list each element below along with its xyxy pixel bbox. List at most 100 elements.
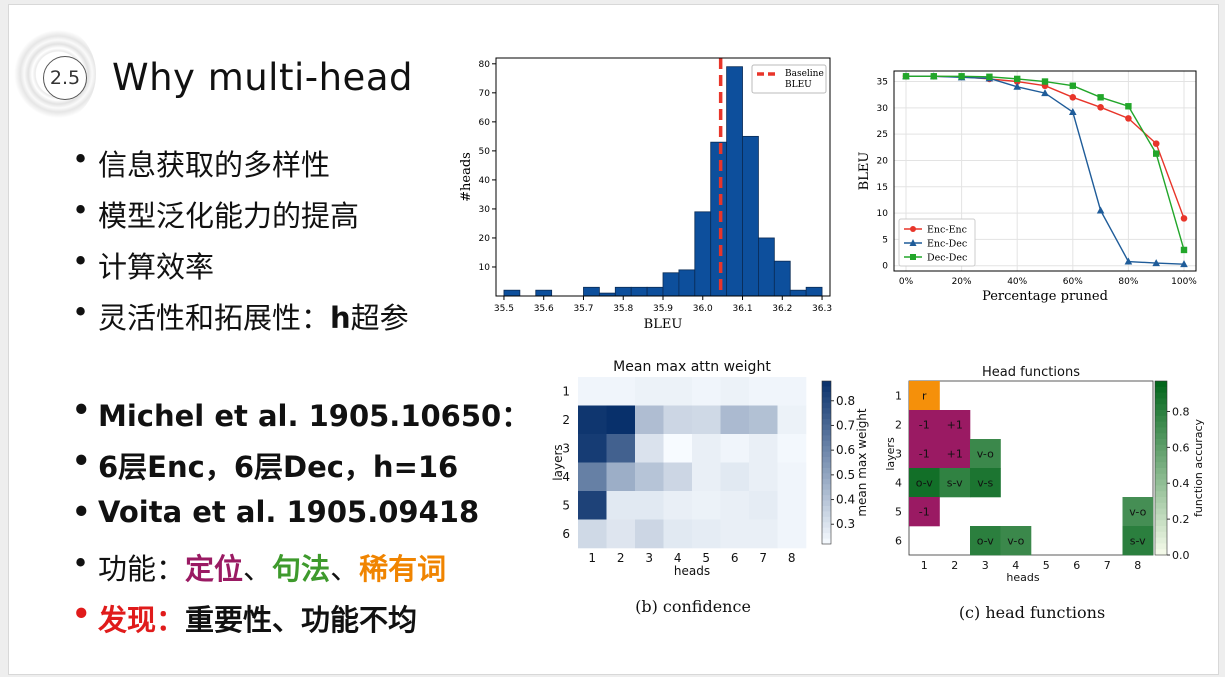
x-tick-label-0: 0% — [899, 277, 914, 287]
func-cell-4-2 — [939, 468, 971, 498]
legend-marker-Enc-Enc — [910, 226, 916, 232]
conf-cell-1-3 — [635, 377, 664, 406]
conf-cell-6-8 — [777, 519, 807, 549]
legend-label-Enc-Dec: Enc-Dec — [927, 239, 967, 250]
x-tick-label-0: 35.5 — [494, 304, 514, 314]
legend-label-line1: Baseline — [785, 69, 824, 79]
func-heatmap-title: Head functions — [982, 365, 1080, 380]
papers-bullet-list: Michel et al. 1905.10650： 6层Enc，6层Dec，h=… — [72, 393, 530, 648]
histogram-bar-7 — [662, 272, 680, 297]
func-cb-tick-1: 0.2 — [1172, 513, 1190, 526]
conf-cell-4-4 — [663, 462, 693, 492]
conf-colorbar-step-8 — [822, 424, 831, 431]
point-Enc-Dec-8 — [1124, 257, 1133, 265]
histogram-bar-4 — [614, 286, 632, 297]
func-cell-5-8 — [1122, 497, 1154, 527]
conf-x-tick-5: 5 — [702, 551, 710, 565]
bullet-finding: 发现：重要性、功能不均 — [72, 597, 530, 648]
conf-cb-tick-5: 0.8 — [836, 394, 855, 408]
point-Dec-Dec-4 — [1014, 75, 1021, 83]
func-cell-6-8 — [1122, 526, 1154, 556]
histogram-bar-1 — [535, 289, 553, 297]
func-cell-6-3 — [970, 526, 1001, 556]
func-colorbar-step-22 — [1155, 508, 1167, 515]
y-tick-label-7: 80 — [479, 60, 491, 70]
point-Enc-Enc-9 — [1152, 140, 1160, 147]
conf-colorbar-step-2 — [822, 391, 831, 398]
conf-colorbar-step-17 — [822, 473, 831, 480]
y-axis-label: BLEU — [857, 152, 872, 191]
conf-caption: (b) confidence — [635, 597, 751, 616]
func-cell-6-4 — [1000, 526, 1032, 556]
conf-cell-2-7 — [749, 405, 778, 435]
func-cell-2-1 — [909, 410, 940, 440]
point-Enc-Enc-8 — [1125, 115, 1132, 122]
func-colorbar-step-28 — [1155, 543, 1167, 550]
legend-label-line2: BLEU — [785, 80, 812, 90]
confidence-heatmap: Mean max attn weight 1 2 3 4 5 6 7 8 1 2 3 4 5 6 heads l… — [551, 359, 869, 616]
func-rare: 稀有词 — [359, 552, 447, 586]
conf-cell-2-6 — [720, 405, 750, 435]
point-Enc-Dec-6 — [1069, 108, 1077, 116]
conf-colorbar-frame — [821, 380, 832, 545]
func-colorbar-step-12 — [1155, 450, 1167, 457]
histogram-frame — [495, 57, 831, 297]
bullet-functions: 功能：定位、句法、稀有词 — [72, 546, 530, 597]
y-tick-label-2: 30 — [479, 205, 491, 215]
point-Enc-Enc-6 — [1069, 94, 1077, 101]
legend-marker-Dec-Dec — [910, 254, 916, 260]
func-x-tick-8: 8 — [1134, 559, 1141, 572]
bleu-histogram-chart: 35.5 35.6 35.7 35.8 35.9 36.0 36.1 36.2 36.3 10 20… — [459, 57, 832, 332]
conf-x-tick-8: 8 — [788, 551, 796, 565]
func-cell-3-3 — [970, 439, 1001, 469]
conf-colorbar-step-25 — [822, 516, 831, 523]
histogram-bar-8 — [678, 269, 696, 297]
x-tick-label-3: 60% — [1063, 277, 1083, 287]
point-Dec-Dec-10 — [1180, 246, 1188, 254]
point-Dec-Dec-8 — [1125, 103, 1132, 110]
conf-colorbar-step-12 — [822, 446, 831, 453]
func-cb-tick-2: 0.4 — [1172, 477, 1190, 490]
conf-cell-3-2 — [606, 434, 636, 463]
histogram-bar-14 — [773, 260, 791, 297]
func-colorbar-step-11 — [1155, 444, 1167, 451]
point-Enc-Enc-7 — [1097, 104, 1104, 111]
conf-cb-tick-4: 0.7 — [836, 418, 855, 432]
func-x-tick-7: 7 — [1104, 559, 1111, 572]
conf-cell-1-7 — [749, 377, 778, 406]
func-x-tick-4: 4 — [1012, 559, 1019, 572]
conf-cb-tick-1: 0.4 — [836, 493, 855, 507]
func-cb-tick-3: 0.6 — [1172, 441, 1190, 454]
func-cell-4-1 — [909, 468, 940, 498]
point-Enc-Dec-10 — [1180, 260, 1188, 268]
conf-y-tick-4: 4 — [562, 470, 570, 484]
x-tick-label-2: 40% — [1007, 277, 1027, 287]
conf-colorbar-step-19 — [822, 484, 831, 491]
x-tick-label-5: 100% — [1171, 277, 1197, 287]
func-y-tick-1: 1 — [895, 390, 902, 403]
conf-x-tick-2: 2 — [617, 551, 625, 565]
func-cell-label-5: v-o — [977, 448, 994, 461]
func-colorbar-step-5 — [1155, 410, 1167, 417]
x-axis-label: Percentage pruned — [982, 289, 1108, 304]
bullet-efficiency: 计算效率 — [72, 244, 409, 295]
conf-cell-3-8 — [777, 434, 807, 463]
func-colorbar-step-18 — [1155, 485, 1167, 492]
func-positional: 定位 — [185, 552, 244, 586]
func-colorbar-step-0 — [1155, 381, 1167, 388]
conf-cell-2-2 — [606, 405, 636, 435]
conf-cell-4-7 — [749, 462, 778, 492]
conf-cell-1-8 — [777, 377, 807, 406]
conf-cell-3-5 — [692, 434, 721, 463]
point-Enc-Dec-7 — [1096, 206, 1105, 214]
finding-text: 重要性、功能不均 — [185, 603, 418, 637]
func-y-tick-4: 4 — [895, 477, 902, 490]
func-cb-tick-4: 0.8 — [1172, 405, 1190, 418]
conf-cell-3-3 — [635, 434, 664, 463]
conf-y-axis-label: layers — [551, 444, 565, 480]
x-tick-label-6: 36.1 — [733, 304, 753, 314]
conf-cell-5-1 — [578, 491, 607, 520]
conf-colorbar-step-24 — [822, 511, 831, 518]
point-Dec-Dec-9 — [1153, 150, 1160, 157]
func-y-tick-5: 5 — [895, 506, 902, 519]
